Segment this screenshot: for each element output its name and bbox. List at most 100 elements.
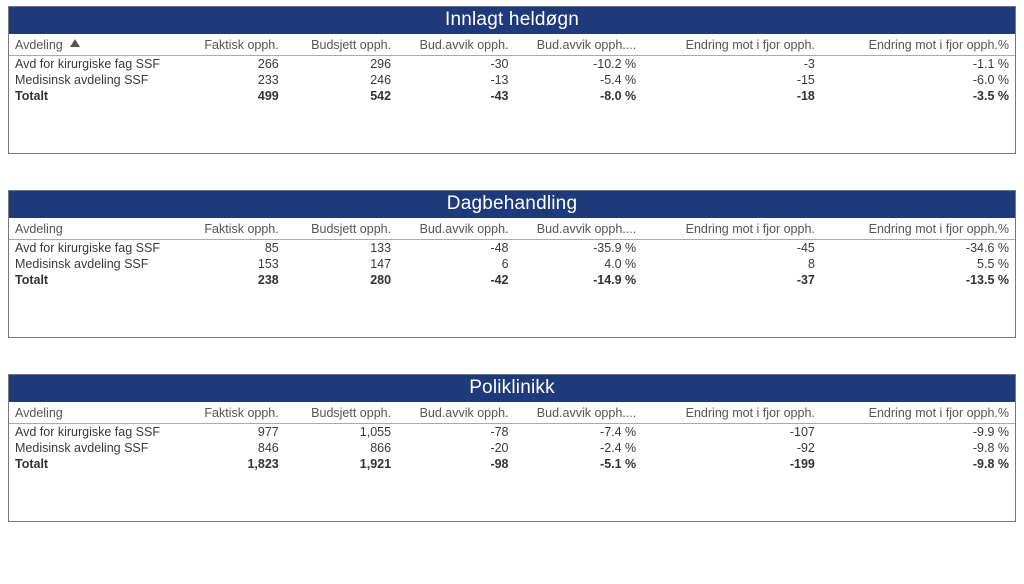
cell-endring: -199 bbox=[642, 456, 821, 472]
cell-faktisk: 153 bbox=[183, 256, 285, 272]
cell-avvik: 6 bbox=[397, 256, 514, 272]
cell-faktisk: 846 bbox=[183, 440, 285, 456]
col-header-endring-pct[interactable]: Endring mot i fjor opph.% bbox=[821, 402, 1015, 424]
cell-budsjett: 866 bbox=[285, 440, 397, 456]
col-header-avvik-pct[interactable]: Bud.avvik opph.... bbox=[515, 402, 643, 424]
cell-endring: -15 bbox=[642, 72, 821, 88]
table-row: Medisinsk avdeling SSF 233 246 -13 -5.4 … bbox=[9, 72, 1015, 88]
card-title: Dagbehandling bbox=[9, 191, 1015, 218]
cell-endring-pct: 5.5 % bbox=[821, 256, 1015, 272]
cell-avvik: -98 bbox=[397, 456, 514, 472]
col-header-endring[interactable]: Endring mot i fjor opph. bbox=[642, 402, 821, 424]
cell-faktisk: 266 bbox=[183, 56, 285, 73]
cell-endring: -107 bbox=[642, 424, 821, 441]
cell-dept: Avd for kirurgiske fag SSF bbox=[9, 240, 183, 257]
col-header-endring[interactable]: Endring mot i fjor opph. bbox=[642, 34, 821, 56]
card-dagbehandling: Dagbehandling Avdeling Faktisk opph. Bud… bbox=[8, 190, 1016, 338]
cell-faktisk: 85 bbox=[183, 240, 285, 257]
cell-budsjett: 1,055 bbox=[285, 424, 397, 441]
cell-avvik: -43 bbox=[397, 88, 514, 104]
cell-avvik-pct: -35.9 % bbox=[515, 240, 643, 257]
cell-endring-pct: -9.9 % bbox=[821, 424, 1015, 441]
col-header-faktisk[interactable]: Faktisk opph. bbox=[183, 218, 285, 240]
cell-endring: -3 bbox=[642, 56, 821, 73]
col-header-avdeling[interactable]: Avdeling bbox=[9, 218, 183, 240]
cell-dept: Totalt bbox=[9, 456, 183, 472]
col-header-avvik-pct[interactable]: Bud.avvik opph.... bbox=[515, 34, 643, 56]
report-page: Innlagt heldøgn Avdeling Faktisk opph. B… bbox=[0, 0, 1024, 522]
cell-avvik: -13 bbox=[397, 72, 514, 88]
col-header-endring[interactable]: Endring mot i fjor opph. bbox=[642, 218, 821, 240]
cell-avvik-pct: -5.1 % bbox=[515, 456, 643, 472]
cell-budsjett: 542 bbox=[285, 88, 397, 104]
cell-dept: Avd for kirurgiske fag SSF bbox=[9, 424, 183, 441]
data-table: Avdeling Faktisk opph. Budsjett opph. Bu… bbox=[9, 34, 1015, 104]
cell-endring-pct: -1.1 % bbox=[821, 56, 1015, 73]
col-header-label: Avdeling bbox=[15, 38, 63, 52]
cell-endring-pct: -3.5 % bbox=[821, 88, 1015, 104]
cell-avvik-pct: 4.0 % bbox=[515, 256, 643, 272]
card-title: Innlagt heldøgn bbox=[9, 7, 1015, 34]
col-header-endring-pct[interactable]: Endring mot i fjor opph.% bbox=[821, 218, 1015, 240]
cell-avvik-pct: -7.4 % bbox=[515, 424, 643, 441]
data-table: Avdeling Faktisk opph. Budsjett opph. Bu… bbox=[9, 218, 1015, 288]
col-header-endring-pct[interactable]: Endring mot i fjor opph.% bbox=[821, 34, 1015, 56]
cell-budsjett: 246 bbox=[285, 72, 397, 88]
cell-endring: -45 bbox=[642, 240, 821, 257]
col-header-faktisk[interactable]: Faktisk opph. bbox=[183, 34, 285, 56]
col-header-budsjett[interactable]: Budsjett opph. bbox=[285, 34, 397, 56]
col-header-avvik[interactable]: Bud.avvik opph. bbox=[397, 34, 514, 56]
data-table: Avdeling Faktisk opph. Budsjett opph. Bu… bbox=[9, 402, 1015, 472]
cell-dept: Medisinsk avdeling SSF bbox=[9, 256, 183, 272]
cell-endring-pct: -6.0 % bbox=[821, 72, 1015, 88]
table-row: Avd for kirurgiske fag SSF 977 1,055 -78… bbox=[9, 424, 1015, 441]
col-header-avdeling[interactable]: Avdeling bbox=[9, 34, 183, 56]
sort-ascending-icon bbox=[70, 39, 80, 47]
cell-budsjett: 280 bbox=[285, 272, 397, 288]
table-row: Avd for kirurgiske fag SSF 266 296 -30 -… bbox=[9, 56, 1015, 73]
cell-avvik: -48 bbox=[397, 240, 514, 257]
cell-endring-pct: -9.8 % bbox=[821, 456, 1015, 472]
cell-budsjett: 296 bbox=[285, 56, 397, 73]
cell-endring: -18 bbox=[642, 88, 821, 104]
col-header-budsjett[interactable]: Budsjett opph. bbox=[285, 218, 397, 240]
cell-avvik: -42 bbox=[397, 272, 514, 288]
cell-endring: -37 bbox=[642, 272, 821, 288]
cell-faktisk: 499 bbox=[183, 88, 285, 104]
cell-dept: Avd for kirurgiske fag SSF bbox=[9, 56, 183, 73]
cell-dept: Totalt bbox=[9, 88, 183, 104]
table-header-row: Avdeling Faktisk opph. Budsjett opph. Bu… bbox=[9, 218, 1015, 240]
cell-dept: Medisinsk avdeling SSF bbox=[9, 72, 183, 88]
card-title: Poliklinikk bbox=[9, 375, 1015, 402]
cell-endring-pct: -13.5 % bbox=[821, 272, 1015, 288]
cell-faktisk: 977 bbox=[183, 424, 285, 441]
cell-avvik: -78 bbox=[397, 424, 514, 441]
cell-faktisk: 233 bbox=[183, 72, 285, 88]
col-header-avvik-pct[interactable]: Bud.avvik opph.... bbox=[515, 218, 643, 240]
card-poliklinikk: Poliklinikk Avdeling Faktisk opph. Budsj… bbox=[8, 374, 1016, 522]
cell-avvik-pct: -5.4 % bbox=[515, 72, 643, 88]
cell-endring-pct: -9.8 % bbox=[821, 440, 1015, 456]
cell-avvik-pct: -14.9 % bbox=[515, 272, 643, 288]
col-header-avvik[interactable]: Bud.avvik opph. bbox=[397, 402, 514, 424]
table-header-row: Avdeling Faktisk opph. Budsjett opph. Bu… bbox=[9, 402, 1015, 424]
col-header-budsjett[interactable]: Budsjett opph. bbox=[285, 402, 397, 424]
cell-budsjett: 147 bbox=[285, 256, 397, 272]
cell-faktisk: 238 bbox=[183, 272, 285, 288]
table-total-row: Totalt 238 280 -42 -14.9 % -37 -13.5 % bbox=[9, 272, 1015, 288]
col-header-faktisk[interactable]: Faktisk opph. bbox=[183, 402, 285, 424]
cell-dept: Medisinsk avdeling SSF bbox=[9, 440, 183, 456]
card-innlagt-heldogn: Innlagt heldøgn Avdeling Faktisk opph. B… bbox=[8, 6, 1016, 154]
cell-dept: Totalt bbox=[9, 272, 183, 288]
cell-avvik-pct: -10.2 % bbox=[515, 56, 643, 73]
col-header-avdeling[interactable]: Avdeling bbox=[9, 402, 183, 424]
cell-avvik-pct: -2.4 % bbox=[515, 440, 643, 456]
col-header-avvik[interactable]: Bud.avvik opph. bbox=[397, 218, 514, 240]
table-total-row: Totalt 1,823 1,921 -98 -5.1 % -199 -9.8 … bbox=[9, 456, 1015, 472]
table-row: Medisinsk avdeling SSF 153 147 6 4.0 % 8… bbox=[9, 256, 1015, 272]
cell-endring-pct: -34.6 % bbox=[821, 240, 1015, 257]
cell-avvik: -20 bbox=[397, 440, 514, 456]
cell-budsjett: 133 bbox=[285, 240, 397, 257]
cell-avvik: -30 bbox=[397, 56, 514, 73]
cell-faktisk: 1,823 bbox=[183, 456, 285, 472]
